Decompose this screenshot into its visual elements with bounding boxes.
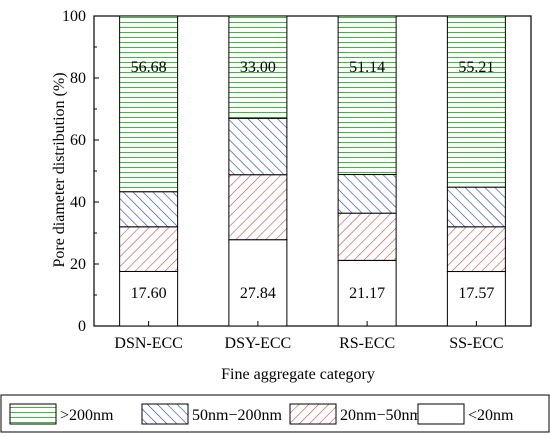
legend-label-1: 50nm−200nm (192, 407, 282, 424)
bar-segment-rs-ecc-s3 (337, 15, 397, 176)
x-axis-label: Fine aggregate category (221, 366, 375, 383)
data-label-top-ss-ecc: 55.21 (458, 59, 494, 76)
data-label-top-dsn-ecc: 56.68 (131, 59, 167, 76)
data-label-top-rs-ecc: 51.14 (349, 59, 385, 76)
x-axis: DSN-ECC DSY-ECC RS-ECC SS-ECC (114, 321, 504, 352)
y-tick-label: 60 (70, 132, 86, 149)
x-tick-label-ss-ecc: SS-ECC (449, 335, 503, 352)
bar-segment-dsn-ecc-s2 (119, 191, 179, 228)
bars (119, 15, 506, 327)
legend-swatch-2 (289, 403, 337, 425)
bar-segment-rs-ecc-s2 (337, 174, 397, 214)
data-labels: 56.68 17.60 33.00 27.84 51.14 21.17 55.21 17.57 (131, 59, 495, 302)
bar-segment-dsy-ecc-s0 (228, 239, 288, 327)
bar-segment-ss-ecc-s2 (446, 186, 506, 228)
y-tick-label: 40 (70, 194, 86, 211)
bar-segment-rs-ecc-s1 (337, 212, 397, 261)
legend-swatch-1 (141, 403, 189, 425)
y-axis: 0 20 40 60 80 100 (62, 8, 99, 335)
bar-segment-dsn-ecc-s3 (119, 15, 179, 193)
data-label-bottom-rs-ecc: 21.17 (349, 285, 385, 302)
legend-label-2: 20nm−50nm (340, 407, 422, 424)
legend-label-0: >200nm (60, 407, 114, 424)
y-tick-label: 20 (70, 256, 86, 273)
bar-segment-dsy-ecc-s3 (228, 15, 288, 119)
x-tick-label-dsy-ecc: DSY-ECC (225, 335, 292, 352)
x-tick-label-dsn-ecc: DSN-ECC (114, 335, 182, 352)
bar-segment-ss-ecc-s0 (446, 271, 506, 327)
bar-segment-dsn-ecc-s1 (119, 226, 179, 272)
legend: >200nm 50nm−200nm 20nm−50nm <20nm (0, 394, 550, 433)
bar-segment-dsy-ecc-s2 (228, 117, 288, 176)
bar-segment-dsy-ecc-s1 (228, 174, 288, 241)
y-axis-label: Pore diameter distribution (%) (51, 72, 68, 267)
bar-segment-ss-ecc-s1 (446, 226, 506, 273)
data-label-bottom-ss-ecc: 17.57 (458, 285, 494, 302)
data-label-top-dsy-ecc: 33.00 (240, 59, 276, 76)
y-tick-label: 80 (70, 70, 86, 87)
y-tick-label: 0 (78, 318, 86, 335)
data-label-bottom-dsy-ecc: 27.84 (240, 285, 276, 302)
x-tick-label-rs-ecc: RS-ECC (339, 335, 395, 352)
legend-label-3: <20nm (468, 407, 514, 424)
legend-swatch-3 (417, 403, 465, 425)
bar-segment-ss-ecc-s3 (446, 15, 506, 188)
data-label-bottom-dsn-ecc: 17.60 (131, 285, 167, 302)
y-tick-label: 100 (62, 8, 86, 25)
legend-swatch-0 (9, 403, 57, 425)
